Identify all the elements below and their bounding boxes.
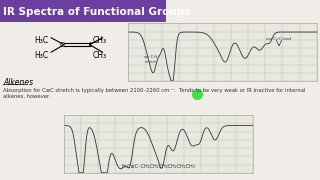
Text: C: C	[88, 42, 93, 48]
Text: H–C≡C–CH₂CH₂CH₂CH₂CH₂CH₃: H–C≡C–CH₂CH₂CH₂CH₂CH₂CH₃	[122, 164, 195, 169]
Text: Alkenes: Alkenes	[3, 78, 33, 87]
Text: CH₃: CH₃	[92, 36, 106, 45]
Text: C: C	[60, 42, 65, 48]
Text: use C=C band: use C=C band	[267, 37, 292, 40]
Text: H₃C: H₃C	[35, 51, 49, 60]
Text: CH₃: CH₃	[92, 51, 106, 60]
Text: IR Spectra of Functional Groups: IR Spectra of Functional Groups	[3, 7, 191, 17]
Text: H₃C: H₃C	[35, 36, 49, 45]
Text: sp² C-H
stretch: sp² C-H stretch	[144, 55, 157, 64]
Text: Absorption for C≡C stretch is typically between 2100–2260 cm⁻¹.  Tends to be ver: Absorption for C≡C stretch is typically …	[3, 88, 306, 99]
